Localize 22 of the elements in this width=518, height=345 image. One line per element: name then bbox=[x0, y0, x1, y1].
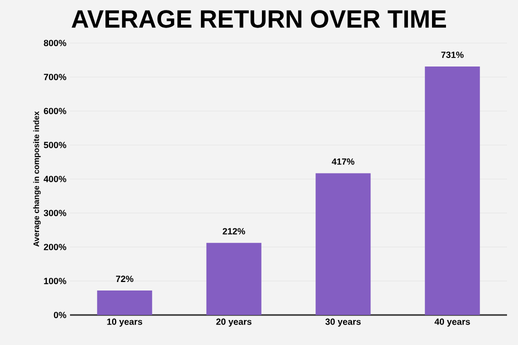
y-tick-label: 300% bbox=[44, 210, 66, 216]
y-tick-label: 0% bbox=[54, 312, 66, 318]
bar bbox=[97, 290, 152, 315]
x-tick-label: 20 years bbox=[216, 318, 252, 327]
data-label: 417% bbox=[332, 158, 354, 165]
y-tick-label: 600% bbox=[44, 108, 66, 114]
x-tick-label: 30 years bbox=[325, 318, 361, 327]
x-tick-label: 40 years bbox=[434, 318, 470, 327]
y-tick-label: 100% bbox=[44, 278, 66, 284]
y-tick-label: 800% bbox=[44, 40, 66, 46]
y-tick-label: 200% bbox=[44, 244, 66, 250]
x-tick-label: 10 years bbox=[107, 318, 142, 327]
data-label: 731% bbox=[441, 52, 464, 58]
chart-title: AVERAGE RETURN OVER TIME bbox=[72, 10, 446, 28]
y-tick-label: 700% bbox=[44, 74, 66, 80]
bar bbox=[316, 173, 371, 315]
bar bbox=[424, 66, 480, 315]
data-label: 72% bbox=[116, 276, 134, 282]
y-tick-label: 500% bbox=[44, 142, 66, 148]
data-label: 212% bbox=[222, 228, 246, 234]
y-tick-label: 400% bbox=[44, 176, 66, 182]
bar bbox=[206, 242, 262, 315]
